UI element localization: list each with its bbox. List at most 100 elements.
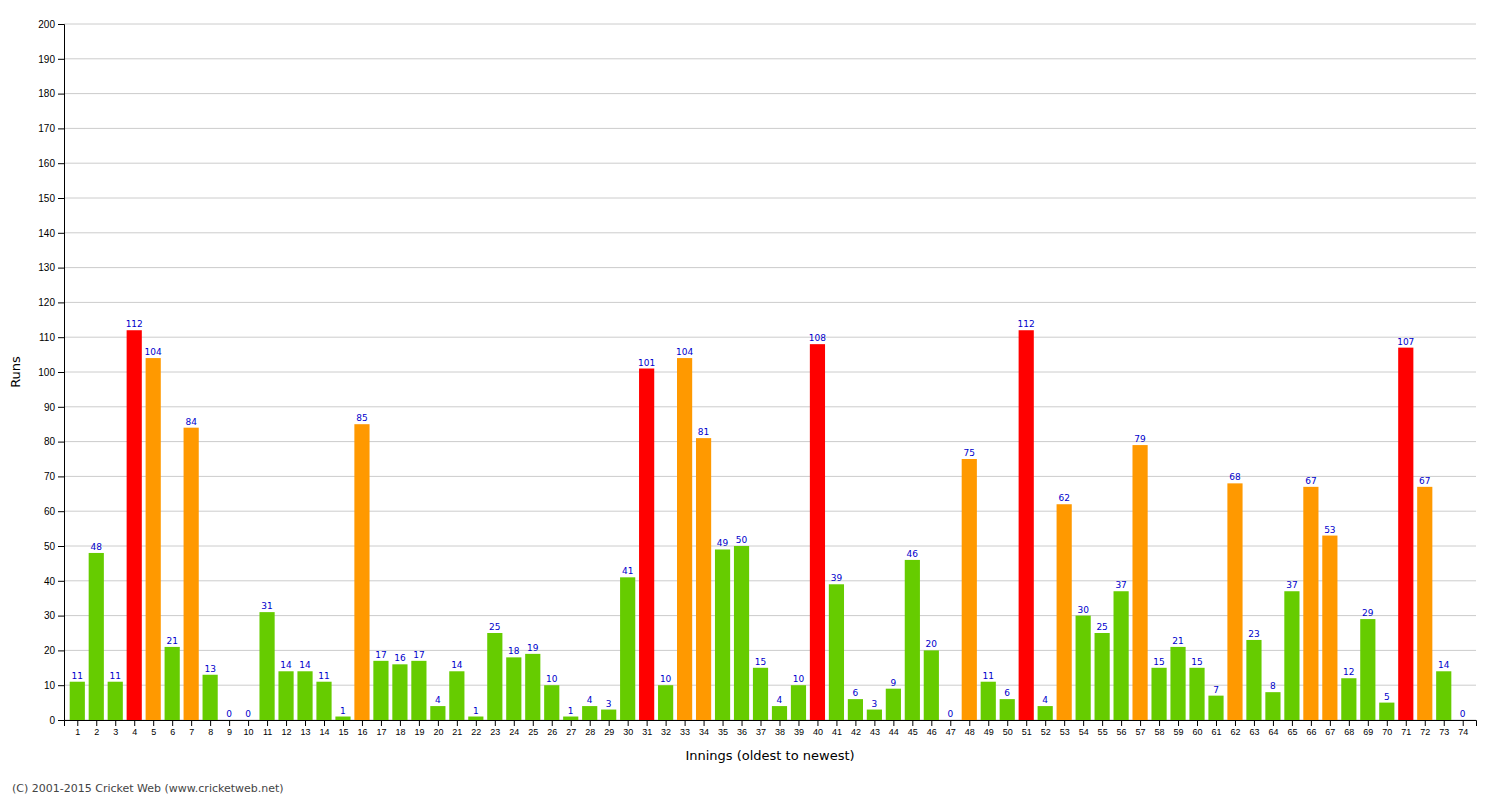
tick-mark [1368,720,1369,726]
tick-mark [1463,720,1464,726]
tick-mark [58,94,64,95]
x-axis: 1234567891011121314151617181920212223242… [65,720,1477,737]
data-label: 85 [356,413,367,423]
tick-label: 62 [1230,727,1240,737]
tick-mark [988,720,989,726]
tick: 70 [44,471,64,482]
tick-mark [58,302,64,303]
tick-label: 21 [452,727,462,737]
tick: 42 [851,720,861,737]
tick: 38 [775,720,785,737]
tick: 33 [680,720,690,737]
grid-line [64,232,1476,233]
tick-mark [305,720,306,726]
tick: 53 [1060,720,1070,737]
tick-mark [495,720,496,726]
tick-label: 35 [718,727,728,737]
data-label: 1 [568,706,574,716]
tick: 26 [547,720,557,737]
tick-label: 44 [889,727,899,737]
tick-mark [362,720,363,726]
data-label: 11 [318,671,329,681]
bar [165,647,180,720]
tick-mark [836,720,837,726]
tick: 13 [301,720,311,737]
tick: 25 [528,720,538,737]
tick-label: 12 [282,727,292,737]
tick-mark [476,720,477,726]
x-axis-title: Innings (oldest to newest) [685,748,854,763]
tick-label: 67 [1325,727,1335,737]
grid [64,24,1476,720]
grid-line [64,406,1476,407]
bar [487,633,502,720]
tick-mark [58,59,64,60]
bar [1208,696,1223,720]
tick-mark [58,233,64,234]
tick-label: 22 [471,727,481,737]
tick: 48 [965,720,975,737]
data-label: 15 [755,657,766,667]
tick-mark [343,720,344,726]
tick-label: 23 [490,727,500,737]
data-label: 16 [394,653,406,663]
bar [1189,668,1204,720]
data-label: 11 [110,671,121,681]
grid-line [64,580,1476,581]
tick: 47 [946,720,956,737]
grid-line [64,337,1476,338]
tick-label: 3 [113,727,118,737]
grid-line [64,511,1476,512]
bar [127,330,142,720]
tick: 57 [1136,720,1146,737]
bar [848,699,863,720]
bar [810,344,825,720]
data-label: 62 [1058,493,1069,503]
data-label: 10 [546,674,558,684]
grid-line [64,302,1476,303]
tick: 12 [282,720,292,737]
tick: 100 [38,367,64,378]
bar [867,710,882,720]
tick-label: 70 [44,471,56,482]
tick: 6 [170,720,175,737]
tick-label: 68 [1344,727,1354,737]
grid-line [64,198,1476,199]
tick-mark [438,720,439,726]
bar [1455,720,1470,721]
data-label: 18 [508,646,520,656]
bar [601,710,616,720]
data-label: 0 [947,709,953,719]
tick-mark [1406,720,1407,726]
tick: 34 [699,720,709,737]
data-label: 0 [226,709,232,719]
bar [1246,640,1261,720]
tick: 11 [263,720,272,737]
tick: 65 [1287,720,1297,737]
tick-label: 65 [1287,727,1297,737]
tick-mark [931,720,932,726]
data-label: 67 [1419,476,1430,486]
bar [1341,678,1356,720]
tick-mark [191,720,192,726]
data-label: 3 [606,699,612,709]
tick-mark [210,720,211,726]
tick-mark [1083,720,1084,726]
data-label: 4 [435,695,441,705]
y-axis-title: Runs [8,356,23,388]
data-label: 37 [1286,580,1297,590]
tick: 73 [1439,720,1449,737]
bar [411,661,426,720]
data-label: 50 [736,535,748,545]
tick: 59 [1174,720,1184,737]
tick-mark [58,685,64,686]
bar [1398,348,1413,720]
tick-label: 5 [151,727,156,737]
bar [886,689,901,720]
tick-label: 37 [756,727,766,737]
data-label: 41 [622,566,633,576]
bar [639,369,654,720]
tick: 16 [357,720,367,737]
data-label: 0 [1460,709,1466,719]
tick: 20 [44,645,64,656]
